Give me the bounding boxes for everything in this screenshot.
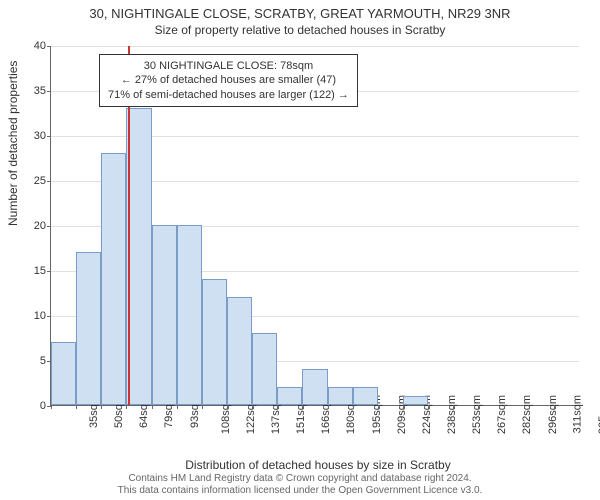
histogram-bar bbox=[126, 108, 151, 405]
histogram-bar bbox=[252, 333, 277, 405]
x-tick-label: 267sqm bbox=[496, 395, 508, 434]
y-tick-label: 0 bbox=[21, 400, 46, 412]
x-tick-mark bbox=[478, 405, 479, 409]
y-tick-mark bbox=[47, 46, 51, 47]
x-axis-label: Distribution of detached houses by size … bbox=[18, 458, 600, 472]
y-tick-label: 10 bbox=[21, 310, 46, 322]
histogram-bar bbox=[328, 387, 353, 405]
y-tick-mark bbox=[47, 91, 51, 92]
histogram-bar bbox=[51, 342, 76, 405]
x-tick-mark bbox=[177, 405, 178, 409]
annotation-line: 30 NIGHTINGALE CLOSE: 78sqm bbox=[108, 59, 349, 73]
histogram-bar bbox=[177, 225, 202, 405]
x-tick-mark bbox=[76, 405, 77, 409]
histogram-bar bbox=[302, 369, 327, 405]
y-tick-label: 15 bbox=[21, 265, 46, 277]
x-tick-mark bbox=[202, 405, 203, 409]
histogram-bar bbox=[152, 225, 177, 405]
y-tick-label: 35 bbox=[21, 85, 46, 97]
x-tick-label: 296sqm bbox=[547, 395, 559, 434]
x-tick-mark bbox=[51, 405, 52, 409]
y-tick-mark bbox=[47, 271, 51, 272]
y-tick-label: 20 bbox=[21, 220, 46, 232]
histogram-bar bbox=[277, 387, 302, 405]
histogram-bar bbox=[227, 297, 252, 405]
footer-line-1: Contains HM Land Registry data © Crown c… bbox=[0, 473, 600, 485]
histogram-bar bbox=[101, 153, 126, 405]
y-tick-mark bbox=[47, 181, 51, 182]
plot: 051015202530354035sqm50sqm64sqm79sqm93sq… bbox=[50, 46, 578, 406]
x-tick-mark bbox=[227, 405, 228, 409]
footer: Contains HM Land Registry data © Crown c… bbox=[0, 473, 600, 497]
annotation-line: ← 27% of detached houses are smaller (47… bbox=[108, 73, 349, 87]
x-tick-mark bbox=[277, 405, 278, 409]
chart-container: 30, NIGHTINGALE CLOSE, SCRATBY, GREAT YA… bbox=[0, 0, 600, 500]
x-tick-mark bbox=[152, 405, 153, 409]
annotation-box: 30 NIGHTINGALE CLOSE: 78sqm← 27% of deta… bbox=[99, 54, 358, 107]
x-tick-label: 282sqm bbox=[522, 395, 534, 434]
chart-title: 30, NIGHTINGALE CLOSE, SCRATBY, GREAT YA… bbox=[0, 0, 600, 21]
x-tick-mark bbox=[328, 405, 329, 409]
histogram-bar bbox=[403, 396, 428, 405]
y-tick-label: 25 bbox=[21, 175, 46, 187]
grid-line bbox=[51, 46, 579, 47]
histogram-bar bbox=[202, 279, 227, 405]
x-tick-mark bbox=[101, 405, 102, 409]
y-tick-mark bbox=[47, 226, 51, 227]
plot-area: 051015202530354035sqm50sqm64sqm79sqm93sq… bbox=[50, 46, 578, 406]
y-tick-label: 30 bbox=[21, 130, 46, 142]
y-axis-label: Number of detached properties bbox=[6, 61, 20, 226]
x-tick-mark bbox=[378, 405, 379, 409]
x-tick-label: 253sqm bbox=[471, 395, 483, 434]
y-tick-mark bbox=[47, 136, 51, 137]
x-tick-mark bbox=[554, 405, 555, 409]
x-tick-label: 311sqm bbox=[571, 395, 583, 433]
histogram-bar bbox=[76, 252, 101, 405]
x-tick-mark bbox=[428, 405, 429, 409]
x-tick-mark bbox=[126, 405, 127, 409]
x-tick-mark bbox=[302, 405, 303, 409]
x-tick-label: 238sqm bbox=[446, 395, 458, 434]
x-tick-mark bbox=[252, 405, 253, 409]
x-tick-mark bbox=[353, 405, 354, 409]
footer-line-2: This data contains information licensed … bbox=[0, 485, 600, 497]
annotation-line: 71% of semi-detached houses are larger (… bbox=[108, 88, 349, 102]
x-tick-mark bbox=[453, 405, 454, 409]
histogram-bar bbox=[353, 387, 378, 405]
x-tick-mark bbox=[403, 405, 404, 409]
x-tick-mark bbox=[504, 405, 505, 409]
x-tick-mark bbox=[529, 405, 530, 409]
y-tick-label: 5 bbox=[21, 355, 46, 367]
chart-subtitle: Size of property relative to detached ho… bbox=[0, 21, 600, 37]
y-tick-mark bbox=[47, 316, 51, 317]
y-tick-label: 40 bbox=[21, 40, 46, 52]
